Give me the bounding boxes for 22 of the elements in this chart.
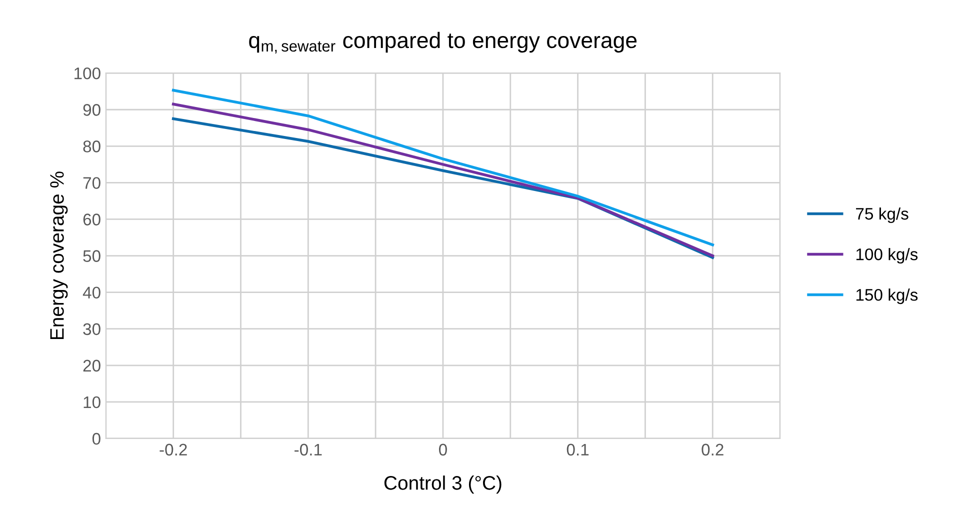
y-axis-title: Energy coverage % [50, 172, 68, 340]
y-tick-label: 40 [82, 286, 100, 299]
chart-title: q$_{m,sewater}$ compared to energy coverage [249, 32, 637, 54]
legend-label: 100 kg/s [856, 248, 918, 264]
y-tick-label: 60 [83, 214, 100, 226]
y-tick-label: 70 [83, 177, 100, 189]
x-tick-label: 0.1 [566, 444, 589, 456]
x-tick-label: 0.2 [702, 444, 724, 456]
legend-label: 75 kg/s [856, 207, 908, 224]
y-tick-label: 30 [83, 323, 100, 336]
y-tick-label: 20 [83, 360, 100, 372]
y-tick-label: 80 [83, 140, 100, 152]
y-tick-label: 100 [74, 67, 100, 80]
x-tick-label: -0.1 [294, 444, 322, 456]
y-tick-label: 50 [83, 250, 100, 262]
x-axis-title: Control 3 (°C) [384, 476, 502, 494]
x-tick-label: -0.2 [160, 444, 187, 456]
y-tick-label: 90 [83, 104, 100, 116]
y-tick-label: 10 [84, 396, 100, 408]
legend-label: 150 kg/s [856, 288, 918, 304]
x-tick-label: 0 [438, 444, 447, 456]
y-tick-label: 0 [92, 432, 100, 445]
